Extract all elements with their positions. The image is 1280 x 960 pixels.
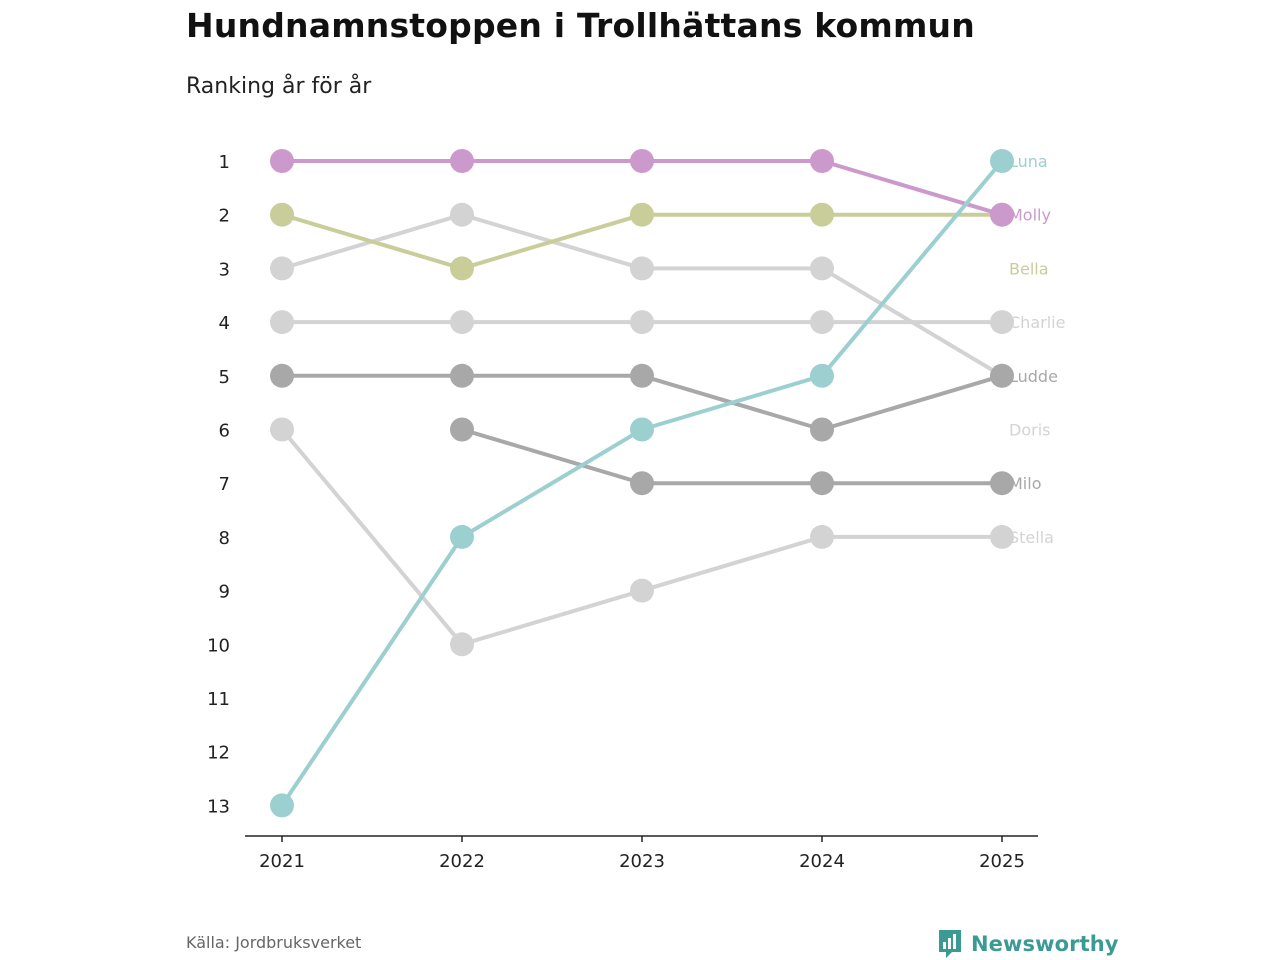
- y-tick-label: 10: [207, 635, 230, 656]
- end-label-charlie: Charlie: [1009, 313, 1065, 332]
- point-luna: [270, 793, 294, 818]
- end-label-doris: Doris: [1009, 421, 1050, 440]
- end-labels: Luna Molly Bella Charlie Ludde Doris Milo Stell…: [1009, 152, 1065, 547]
- y-tick-label: 3: [219, 259, 230, 280]
- point-doris: [810, 256, 834, 281]
- line-doris: [280, 212, 1004, 378]
- y-tick-label: 8: [219, 528, 230, 549]
- y-tick-label: 9: [219, 582, 230, 603]
- y-tick-label: 7: [219, 474, 230, 495]
- point-milo: [810, 471, 834, 496]
- point-milo: [450, 417, 474, 442]
- x-tick-label: 2023: [619, 851, 665, 872]
- point-charlie: [990, 310, 1014, 335]
- source-note: Källa: Jordbruksverket: [186, 933, 362, 952]
- point-stella: [810, 524, 834, 549]
- y-tick-label: 6: [219, 421, 230, 442]
- point-milo: [630, 471, 654, 496]
- x-tick-label: 2025: [979, 851, 1025, 872]
- point-molly: [990, 202, 1014, 227]
- y-tick-label: 2: [219, 206, 230, 227]
- brand-logo[interactable]: Newsworthy: [937, 928, 1119, 960]
- y-tick-label: 4: [219, 313, 230, 334]
- point-molly: [810, 149, 834, 173]
- brand-name: Newsworthy: [971, 932, 1119, 956]
- end-label-luna: Luna: [1009, 152, 1048, 171]
- point-ludde: [450, 363, 474, 388]
- chart-subtitle: Ranking år för år: [186, 74, 372, 99]
- chart-title: Hundnamnstoppen i Trollhättans kommun: [186, 6, 975, 45]
- line-stella: [280, 427, 1004, 647]
- point-molly: [450, 149, 474, 173]
- point-ludde: [990, 363, 1014, 388]
- point-stella: [630, 578, 654, 603]
- point-charlie: [630, 310, 654, 335]
- point-stella: [450, 632, 474, 657]
- point-ludde: [630, 363, 654, 388]
- line-milo: [460, 427, 1004, 486]
- point-ludde: [270, 363, 294, 388]
- point-charlie: [270, 310, 294, 335]
- end-label-molly: Molly: [1009, 206, 1051, 225]
- point-bella: [630, 202, 654, 227]
- point-luna: [810, 363, 834, 388]
- point-luna: [450, 524, 474, 549]
- point-milo: [990, 471, 1014, 496]
- point-bella: [270, 202, 294, 227]
- end-label-ludde: Ludde: [1009, 367, 1058, 386]
- point-doris: [270, 256, 294, 281]
- y-tick-label: 11: [207, 689, 230, 710]
- y-tick-label: 12: [207, 743, 230, 764]
- end-label-milo: Milo: [1009, 474, 1041, 493]
- y-tick-label: 5: [219, 367, 230, 388]
- point-molly: [270, 149, 294, 173]
- point-stella: [990, 524, 1014, 549]
- x-tick-label: 2021: [259, 851, 305, 872]
- end-label-stella: Stella: [1009, 528, 1054, 547]
- series-points: [270, 149, 1014, 818]
- newsworthy-logo-icon: [939, 930, 961, 958]
- y-tick-label: 13: [207, 796, 230, 817]
- end-label-bella: Bella: [1009, 259, 1049, 278]
- point-doris: [450, 202, 474, 227]
- point-bella: [450, 256, 474, 281]
- x-tick-label: 2024: [799, 851, 845, 872]
- point-bella: [810, 202, 834, 227]
- point-charlie: [810, 310, 834, 335]
- point-molly: [630, 149, 654, 173]
- point-ludde: [810, 417, 834, 442]
- x-tick-label: 2022: [439, 851, 485, 872]
- point-luna: [630, 417, 654, 442]
- point-stella: [270, 417, 294, 442]
- point-charlie: [450, 310, 474, 335]
- y-tick-label: 1: [219, 152, 230, 173]
- x-axis: 2021 2022 2023 2024 2025: [245, 835, 1038, 872]
- point-luna: [990, 149, 1014, 173]
- point-doris: [630, 256, 654, 281]
